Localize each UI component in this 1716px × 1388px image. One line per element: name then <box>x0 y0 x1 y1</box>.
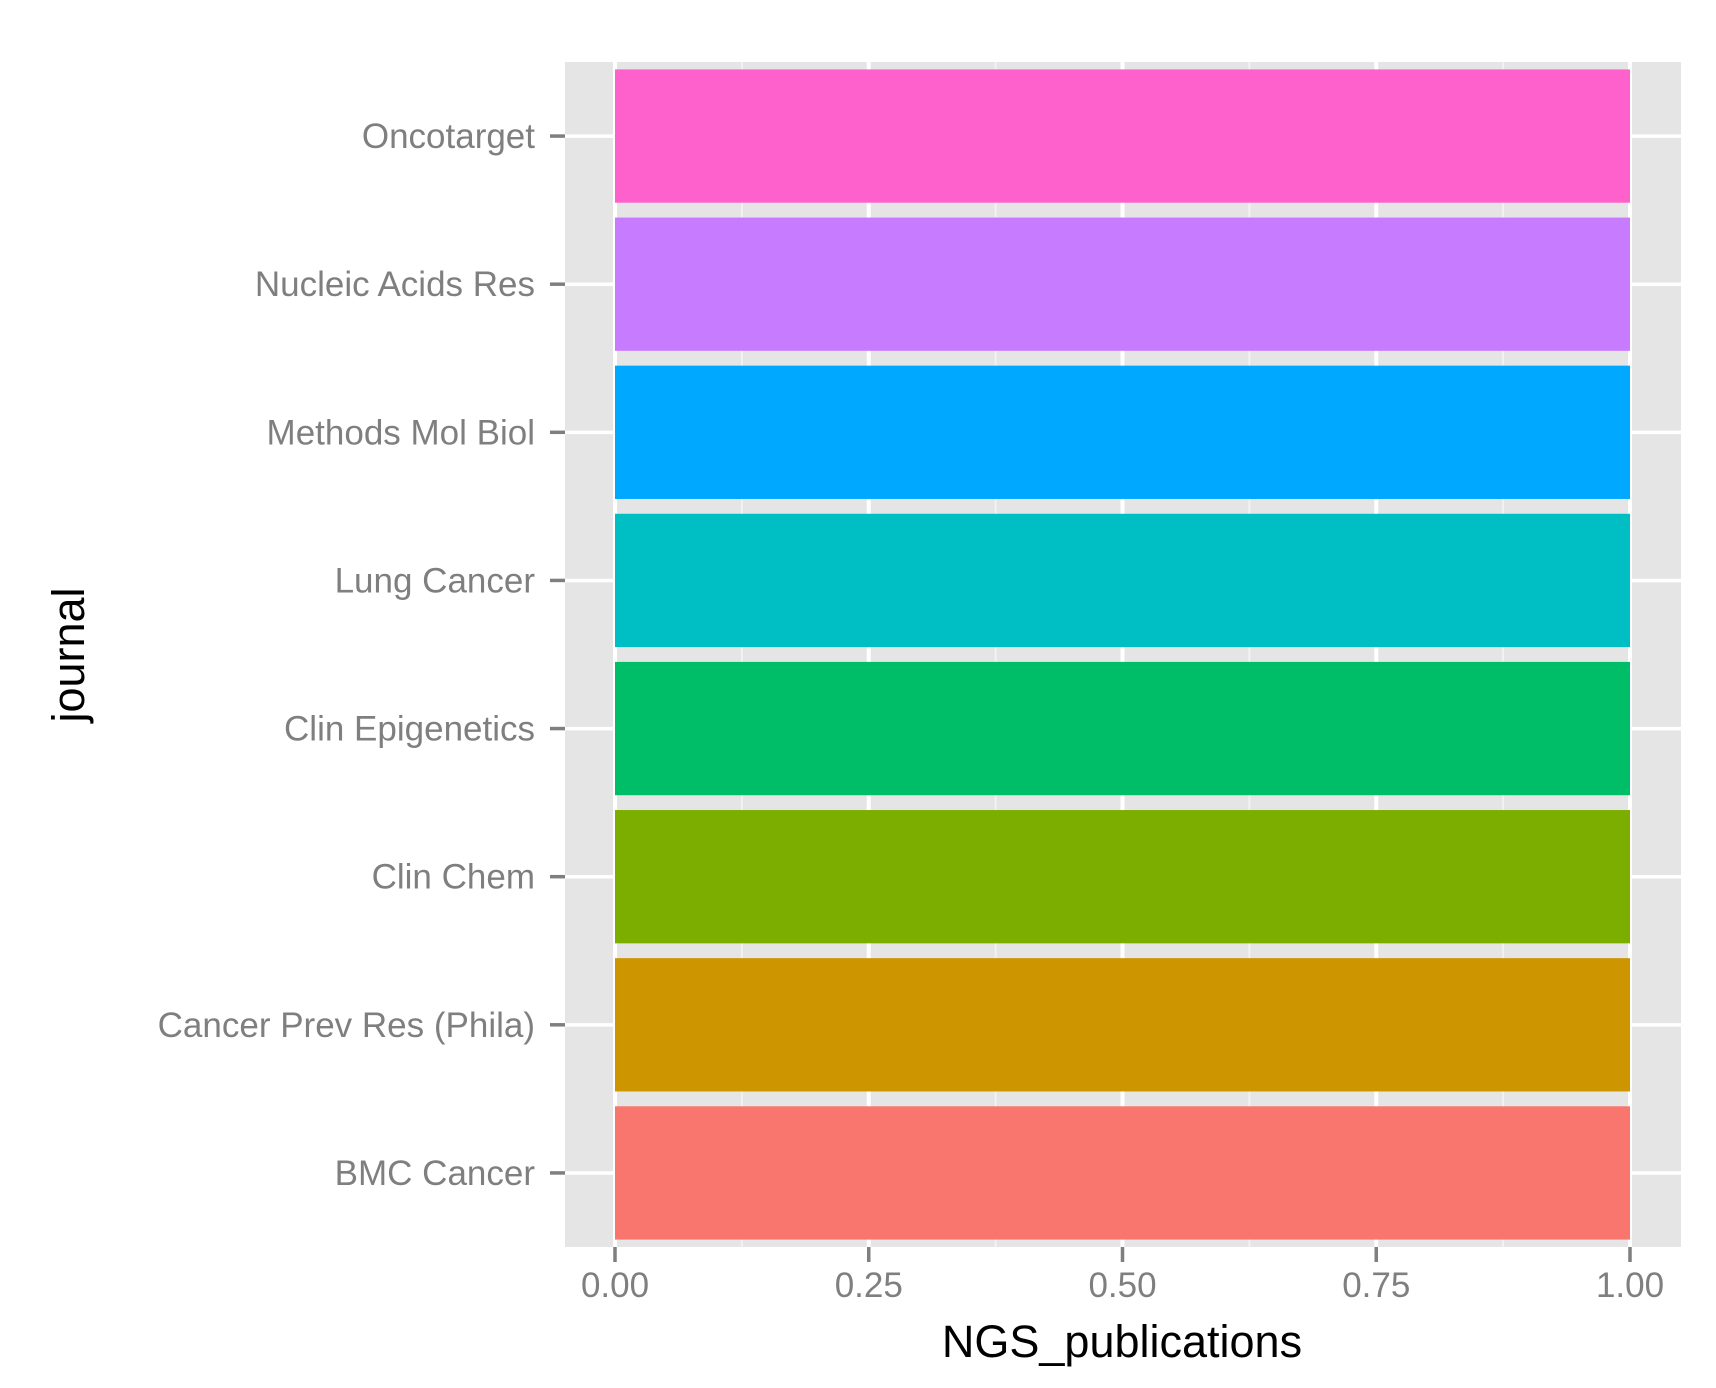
bar <box>615 958 1630 1092</box>
bar <box>615 513 1630 648</box>
y-tick-label: Clin Epigenetics <box>284 710 535 749</box>
x-axis: 0.00 0.25 0.50 0.75 1.00 <box>581 1247 1664 1305</box>
y-tick-label: Clin Chem <box>372 858 535 897</box>
bar <box>615 810 1630 944</box>
bar <box>615 69 1630 203</box>
x-tick-label: 1.00 <box>1596 1266 1664 1305</box>
y-tick-label: Cancer Prev Res (Phila) <box>158 1006 535 1045</box>
x-axis-title: NGS_publications <box>942 1316 1302 1367</box>
bars-group <box>615 69 1630 1240</box>
x-tick-label: 0.50 <box>1088 1266 1156 1305</box>
bar <box>615 1106 1630 1240</box>
y-axis: BMC Cancer Cancer Prev Res (Phila) Clin Ch… <box>158 117 565 1193</box>
y-tick-label: BMC Cancer <box>335 1154 536 1193</box>
bar <box>615 217 1630 351</box>
y-axis-title: journal <box>43 587 94 724</box>
y-tick-label: Lung Cancer <box>335 561 536 600</box>
y-tick-label: Oncotarget <box>362 117 535 156</box>
y-tick-label: Nucleic Acids Res <box>255 265 535 304</box>
bar <box>615 661 1630 796</box>
y-tick-label: Methods Mol Biol <box>267 413 535 452</box>
x-tick-label: 0.00 <box>581 1266 649 1305</box>
x-tick-label: 0.25 <box>835 1266 903 1305</box>
x-tick-label: 0.75 <box>1342 1266 1410 1305</box>
bar <box>615 365 1630 499</box>
